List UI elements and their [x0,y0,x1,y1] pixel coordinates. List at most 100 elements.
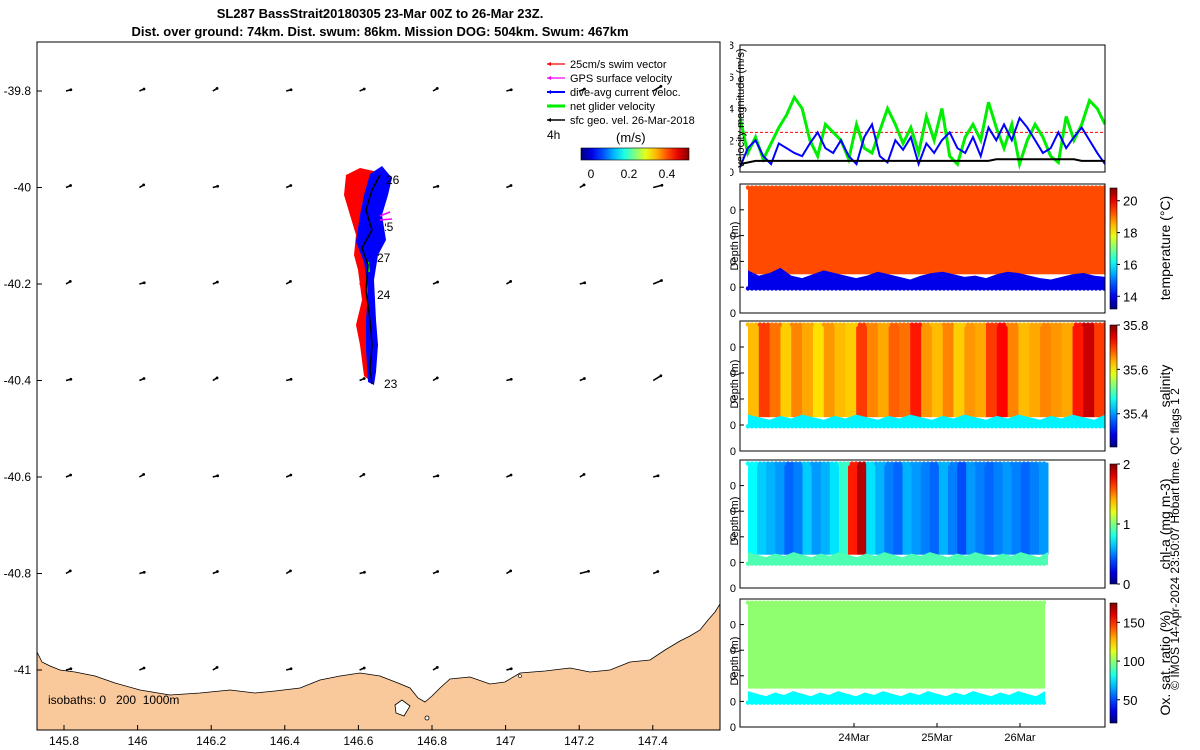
section-surface-dot [765,185,771,190]
section-bottom-dot [845,286,851,291]
map-xtick-label: 146.6 [343,734,373,748]
section-bottom-dot [901,286,907,291]
figure-title-line2: Dist. over ground: 74km. Dist. swum: 86k… [131,24,629,39]
section-surface-dot [805,600,811,605]
section-column [848,462,858,555]
current-arrow-head [69,667,73,671]
section-bottom-dot [885,700,891,705]
section-bottom-dot [881,561,887,566]
section-surface-dot [993,461,999,466]
section-surface-dot [833,185,839,190]
section-bottom-dot [1045,424,1051,429]
section-bottom-dot [997,700,1003,705]
section-surface-dot [909,185,915,190]
legend-sfc: sfc geo. vel. 26-Mar-2018 [570,115,695,127]
section-surface-dot [869,461,875,466]
footer-credit: © IMOS 14-Apr-2024 23:50:07 Hobart time.… [1168,388,1182,690]
section-column [975,462,985,555]
temp-cbar-label: temperature (°C) [1157,195,1173,301]
section-bottom-dot [1021,700,1027,705]
section-ox: 20 40 60 80 100 50 100 150 24Mar 25Mar 26Mar [730,598,1145,744]
section-column [984,462,994,555]
section-bottom-dot [997,286,1003,291]
section-column [893,462,904,555]
colorbar-tick-label: 0 [1123,577,1130,592]
section-bottom-dot [777,286,783,291]
section-bottom-dot [953,561,959,566]
section-column [793,462,804,555]
section-surface-dot [773,600,779,605]
section-surface-dot [1005,322,1011,327]
section-surface-dot [797,185,803,190]
current-arrow-head [660,183,664,187]
section-bottom-dot [981,424,987,429]
section-surface-dot [749,600,755,605]
section-surface-dot [933,600,939,605]
section-surface-dot [857,185,863,190]
section-bottom-dot [973,561,979,566]
section-bottom-dot [1085,424,1091,429]
section-ytick-label: 100 [730,583,736,595]
section-column [1040,323,1052,418]
section-bottom-dot [985,424,991,429]
section-column [791,323,803,418]
section-bottom-dot [1033,561,1039,566]
section-surface-dot [933,322,939,327]
section-bottom-dot [785,424,791,429]
section-surface-dot [1037,461,1043,466]
section-bottom-dot [1013,424,1019,429]
section-surface-dot [849,600,855,605]
section-bottom-dot [973,286,979,291]
current-arrow-head [362,472,366,476]
section-surface-dot [885,461,891,466]
section-surface-dot [801,322,807,327]
section-bottom-dot [921,286,927,291]
section-surface-dot [949,600,955,605]
section-surface-dot [977,185,983,190]
section-bottom-dot [1033,424,1039,429]
section-axes [739,459,1106,589]
current-arrow-head [583,377,586,380]
section-surface-dot [793,600,799,605]
section-column [1072,323,1084,418]
section-bottom-dot [909,561,915,566]
current-arrow-head [509,667,513,671]
section-surface-dot [949,322,955,327]
section-bottom-dot [993,700,999,705]
section-ytick-label: 20 [730,342,736,354]
section-bottom-dot [869,561,875,566]
section-bottom-dot [817,700,823,705]
section-surface-dot [749,185,755,190]
map-xtick-label: 146.8 [417,734,447,748]
section-bottom-dot [793,700,799,705]
section-bottom-dot [853,424,859,429]
current-arrow-head [436,570,440,573]
section-bottom-dot [761,286,767,291]
vel-ytick-label: 0.8 [730,40,734,52]
section-bottom-dot [1025,700,1031,705]
section-ytick-label: 40 [730,368,736,380]
section-bottom-dot [821,424,827,429]
section-surface-dot [1077,185,1083,190]
section-bottom-dot [837,561,843,566]
section-surface-dot [1045,185,1051,190]
section-surface-dot [781,185,787,190]
section-surface-dot [845,600,851,605]
section-surface-dot [985,322,991,327]
section-surface-dot [781,322,787,327]
section-bottom-dot [965,286,971,291]
current-arrow-head [363,570,366,574]
section-column [942,323,955,418]
section-bottom-dot [1065,424,1071,429]
section-bottom-dot [881,286,887,291]
section-surface-dot [749,322,755,327]
section-bottom-dot [973,424,979,429]
section-surface-dot [809,185,815,190]
section-bottom-dot [893,561,899,566]
section-surface-dot [1013,600,1019,605]
section-surface-dot [861,185,867,190]
current-arrow-head [215,665,219,669]
section-bottom-dot [745,700,751,705]
section-bottom-dot [1029,424,1035,429]
section-surface-dot [881,185,887,190]
